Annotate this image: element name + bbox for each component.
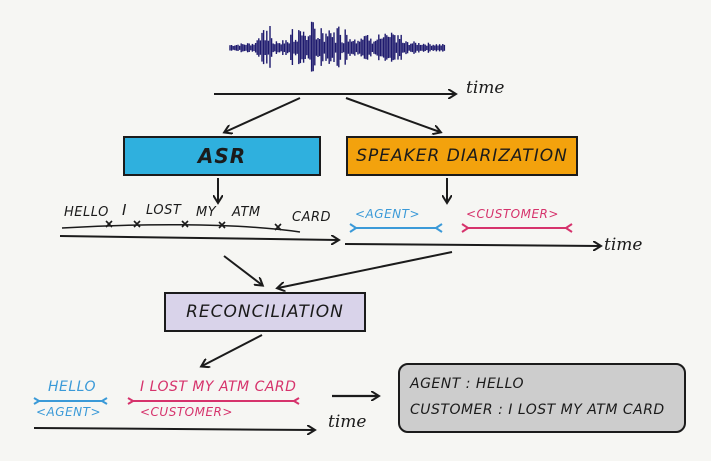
agent-segment-label: <AGENT> xyxy=(355,207,421,221)
asr-word: MY xyxy=(196,205,217,220)
word-mark xyxy=(133,220,141,228)
bottom-time-axis xyxy=(33,428,314,430)
asr-word: CARD xyxy=(292,210,332,225)
diarization-time-axis xyxy=(344,244,600,246)
output-text: I LOST MY ATM CARD xyxy=(508,402,665,418)
reconciliation-label: RECONCILIATION xyxy=(186,302,344,322)
word-mark xyxy=(274,223,282,231)
asr-word: LOST xyxy=(146,203,182,218)
arrow-to-diarization xyxy=(345,97,440,132)
reconciled-agent-bracket xyxy=(33,397,108,405)
word-mark xyxy=(218,221,226,229)
word-mark xyxy=(181,220,189,228)
asr-word: HELLO xyxy=(64,205,109,220)
output-text: HELLO xyxy=(475,376,524,392)
word-mark xyxy=(105,220,113,228)
asr-label: ASR xyxy=(197,144,247,168)
final-output-box: AGENT : HELLO CUSTOMER : I LOST MY ATM C… xyxy=(398,363,686,433)
time-label-top: time xyxy=(466,78,505,98)
reconciled-agent-label: <AGENT> xyxy=(36,405,102,419)
diarization-label: SPEAKER DIARIZATION xyxy=(356,146,568,166)
speaker-diarization-box: SPEAKER DIARIZATION xyxy=(346,136,578,176)
arrow-asr-to-reconciliation xyxy=(223,255,262,285)
time-label-diarization: time xyxy=(604,235,643,255)
customer-segment-label: <CUSTOMER> xyxy=(466,207,559,221)
arrow-to-asr xyxy=(225,97,301,132)
asr-word: I xyxy=(122,201,127,219)
word-boundary-marks xyxy=(105,220,282,231)
reconciled-customer-bracket xyxy=(127,397,300,405)
reconciled-customer-text: I LOST MY ATM CARD xyxy=(140,379,297,395)
asr-box: ASR xyxy=(123,136,321,176)
output-speaker: AGENT xyxy=(410,376,461,392)
audio-waveform-icon xyxy=(229,21,446,72)
output-speaker: CUSTOMER xyxy=(410,402,494,418)
time-label-bottom: time xyxy=(328,412,367,432)
asr-word-curve xyxy=(61,223,301,233)
reconciliation-box: RECONCILIATION xyxy=(164,292,366,332)
agent-segment-bracket xyxy=(349,223,443,233)
output-line-customer: CUSTOMER : I LOST MY ATM CARD xyxy=(410,402,665,418)
arrow-diarization-to-reconciliation xyxy=(278,251,453,288)
arrow-reconciliation-down xyxy=(202,334,263,366)
asr-time-axis xyxy=(59,236,338,240)
asr-word: ATM xyxy=(232,205,261,220)
reconciled-customer-label: <CUSTOMER> xyxy=(140,405,233,419)
customer-segment-bracket xyxy=(461,223,573,233)
output-line-agent: AGENT : HELLO xyxy=(410,376,524,392)
reconciled-agent-text: HELLO xyxy=(48,379,97,395)
